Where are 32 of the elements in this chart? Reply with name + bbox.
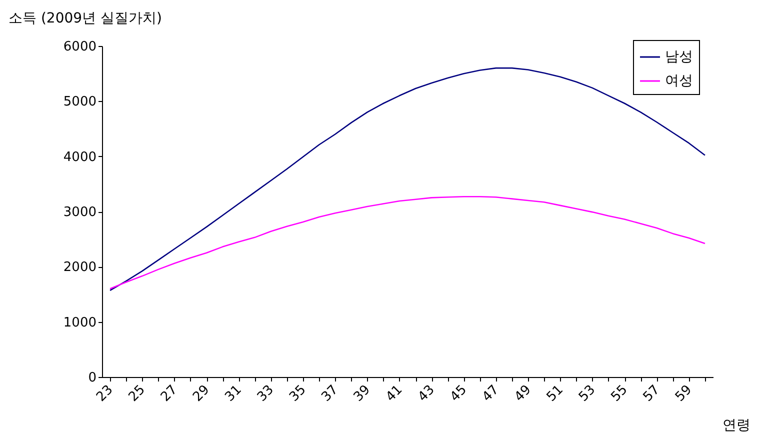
x-tick-label: 41 bbox=[383, 382, 406, 405]
y-tick-label: 0 bbox=[88, 370, 96, 386]
y-tick-label: 1000 bbox=[63, 315, 96, 330]
legend-label: 남성 bbox=[665, 49, 693, 65]
x-tick-label: 53 bbox=[576, 382, 599, 405]
x-tick-label: 59 bbox=[672, 382, 696, 405]
x-tick-label: 49 bbox=[512, 382, 534, 405]
y-tick-label: 4000 bbox=[63, 150, 96, 165]
x-tick-label: 31 bbox=[222, 382, 245, 405]
x-tick-label: 33 bbox=[254, 382, 277, 405]
legend-label: 여성 bbox=[665, 73, 693, 89]
line-series bbox=[109, 196, 706, 290]
x-tick-label: 29 bbox=[190, 382, 213, 405]
x-tick-label: 43 bbox=[415, 382, 438, 405]
x-axis-title: 연령 bbox=[722, 418, 750, 434]
x-tick-label: 37 bbox=[318, 382, 342, 405]
x-tick-label: 35 bbox=[286, 382, 310, 405]
x-tick-label: 47 bbox=[480, 382, 502, 405]
y-axis-title: 소득 (2009년 실질가치) bbox=[8, 10, 162, 26]
x-tick-label: 23 bbox=[94, 382, 116, 405]
x-tick-label: 39 bbox=[351, 382, 374, 405]
x-tick-label: 27 bbox=[158, 382, 181, 405]
y-tick-label: 6000 bbox=[63, 40, 96, 54]
y-tick-label: 3000 bbox=[63, 205, 96, 220]
x-tick-label: 57 bbox=[640, 382, 663, 405]
y-tick-label: 5000 bbox=[63, 94, 96, 110]
x-tick-label: 45 bbox=[448, 382, 470, 405]
x-tick-label: 25 bbox=[126, 382, 148, 405]
y-tick-label: 2000 bbox=[63, 260, 96, 276]
x-tick-label: 55 bbox=[608, 382, 631, 405]
x-tick-label: 51 bbox=[544, 382, 566, 405]
line-series bbox=[109, 67, 706, 292]
